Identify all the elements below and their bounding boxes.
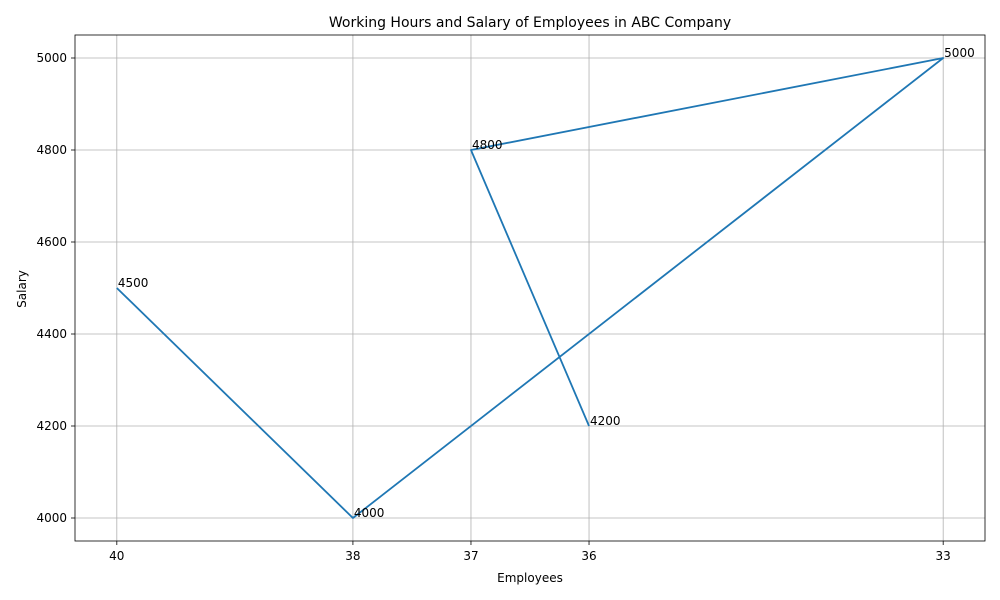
y-axis-label: Salary (15, 270, 29, 308)
x-tick-label: 37 (463, 549, 478, 563)
x-tick-label: 36 (581, 549, 596, 563)
data-label: 4800 (472, 138, 503, 152)
y-tick-label: 4800 (36, 143, 67, 157)
x-tick-label: 40 (109, 549, 124, 563)
data-label: 4000 (354, 506, 385, 520)
y-tick-label: 4000 (36, 511, 67, 525)
data-label: 5000 (944, 46, 975, 60)
series-line (116, 57, 945, 519)
x-tick-label: 33 (936, 549, 951, 563)
y-tick-label: 5000 (36, 51, 67, 65)
data-label: 4500 (118, 276, 149, 290)
series-layer (116, 57, 945, 519)
y-tick-label: 4600 (36, 235, 67, 249)
data-label: 4200 (590, 414, 621, 428)
x-axis-ticks: 40 38 37 36 33 (109, 541, 951, 563)
chart-title: Working Hours and Salary of Employees in… (329, 15, 731, 31)
x-axis-label: Employees (497, 571, 563, 585)
x-tick-label: 38 (345, 549, 360, 563)
plot-frame (74, 34, 986, 542)
y-axis-ticks: 4000 4200 4400 4600 4800 5000 (36, 51, 75, 525)
grid (75, 35, 985, 541)
y-tick-label: 4200 (36, 419, 67, 433)
y-tick-label: 4400 (36, 327, 67, 341)
data-labels: 4500 4000 5000 4800 4200 (118, 46, 975, 520)
